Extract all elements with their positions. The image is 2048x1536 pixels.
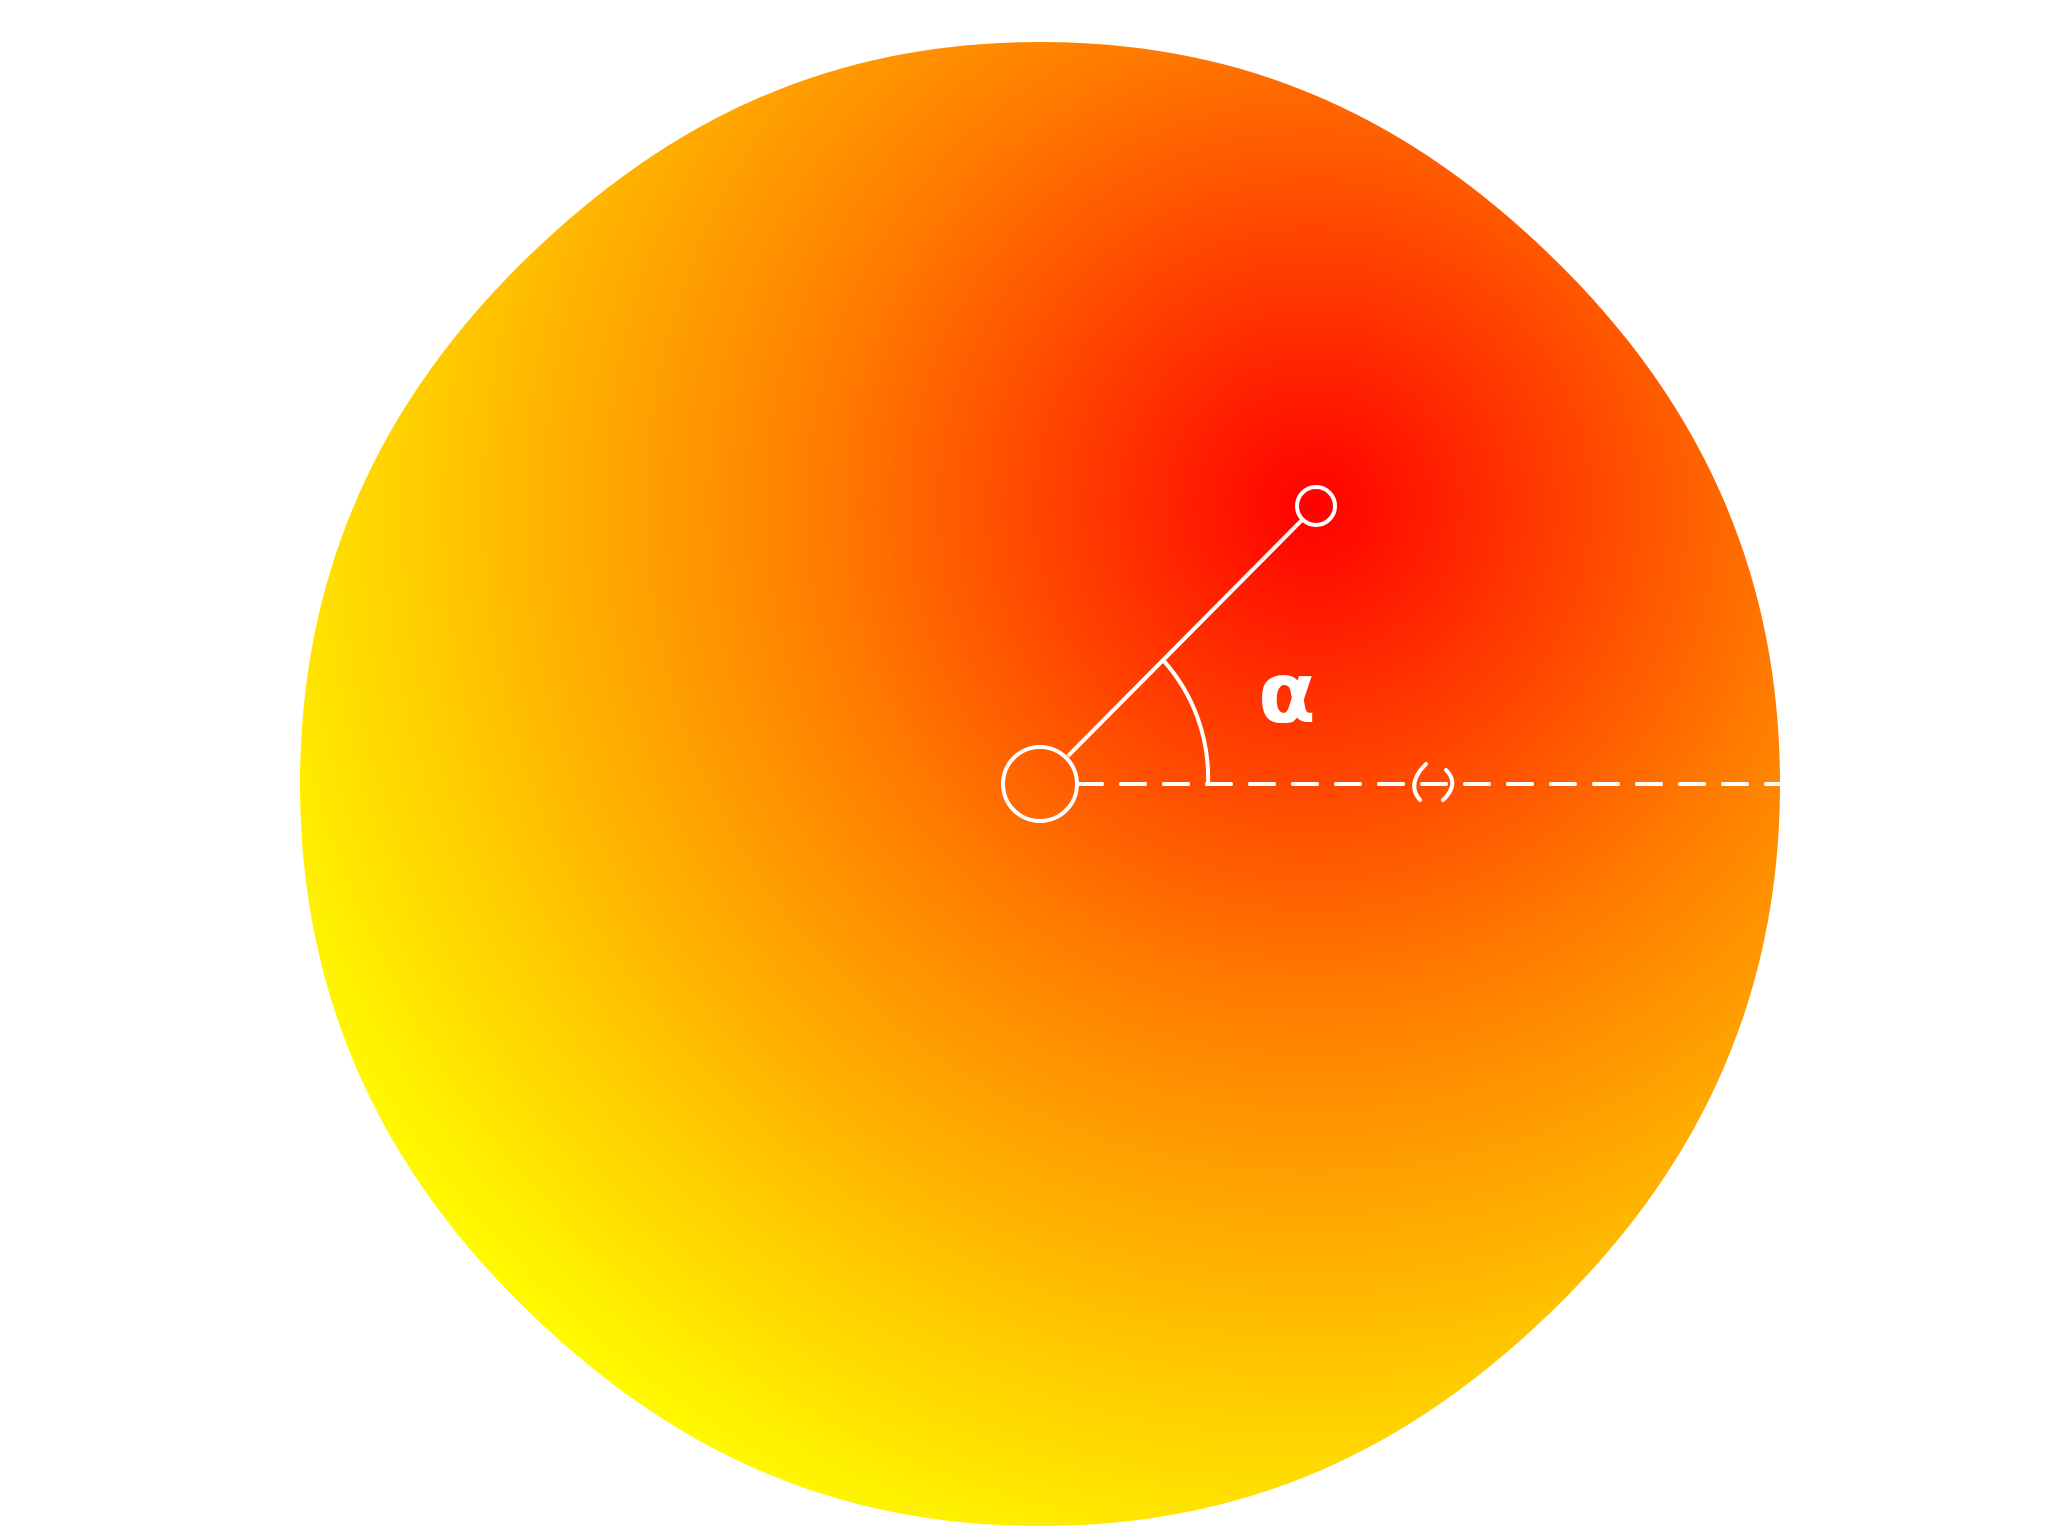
angle-arc bbox=[1161, 658, 1211, 785]
radius-line bbox=[1066, 518, 1304, 758]
axis-break-left bbox=[1412, 762, 1428, 802]
axis-break-right bbox=[1441, 768, 1455, 802]
gradient-disk bbox=[300, 42, 1780, 1526]
target-point bbox=[1295, 485, 1337, 527]
angle-label: α bbox=[1258, 644, 1316, 742]
